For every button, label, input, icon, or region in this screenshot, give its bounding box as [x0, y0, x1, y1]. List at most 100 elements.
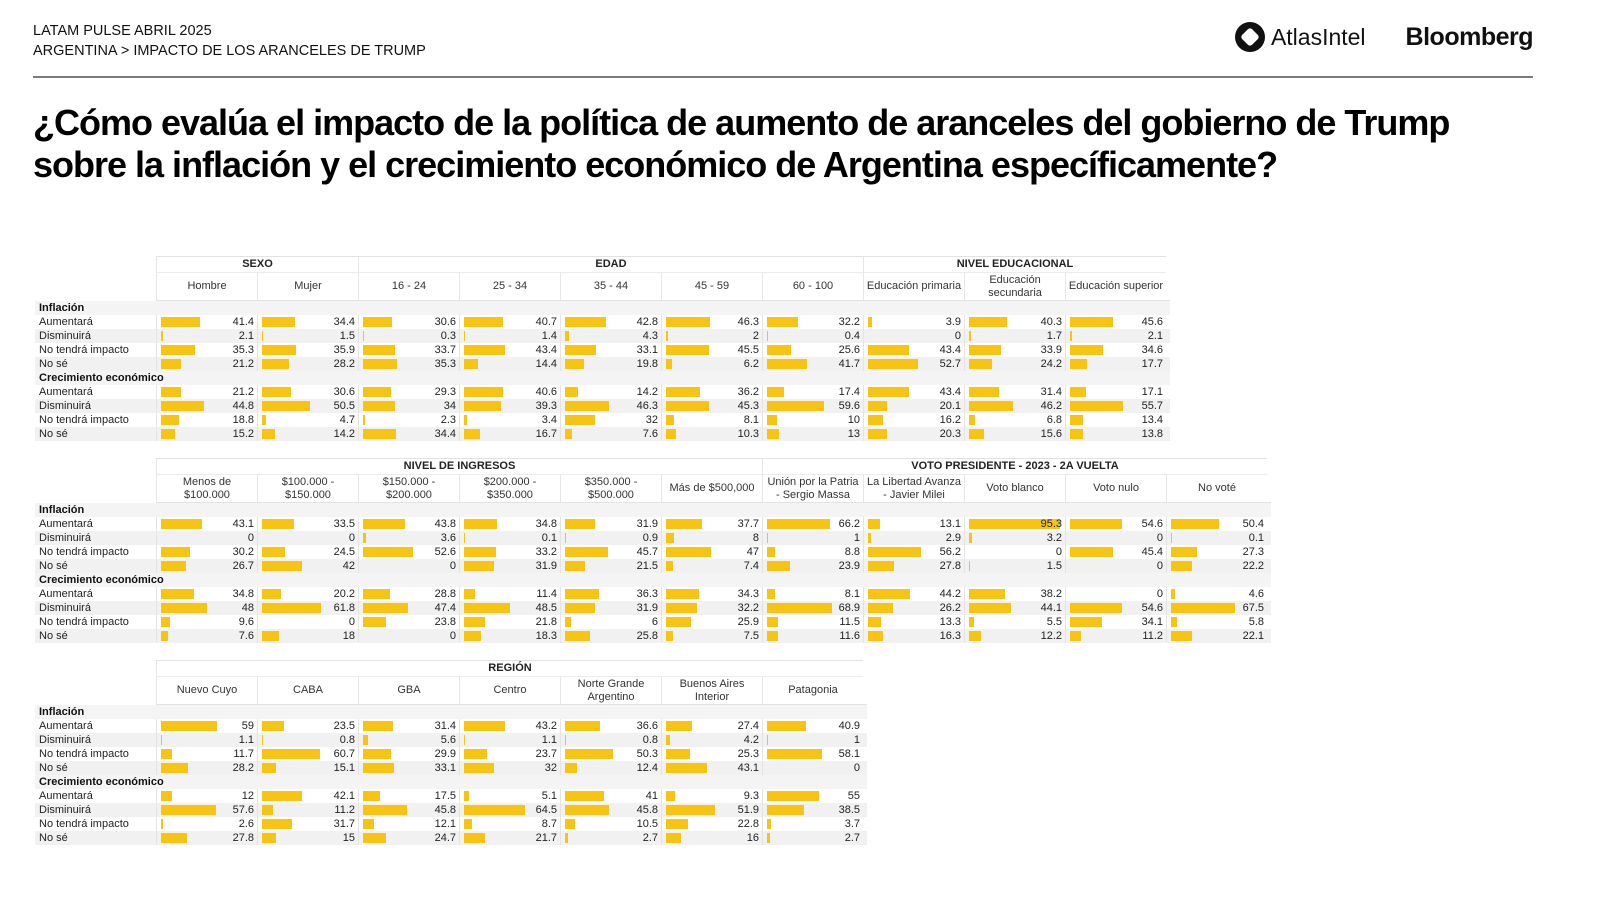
data-cell: 68.9 — [762, 601, 863, 615]
value-label: 29.3 — [434, 386, 456, 398]
data-cell: 50.3 — [560, 747, 661, 761]
value-label: 11.6 — [839, 630, 860, 642]
value-bar — [666, 331, 668, 341]
value-bar — [969, 359, 992, 369]
data-cell: 1.1 — [459, 733, 560, 747]
value-label: 1 — [853, 532, 860, 544]
row-label: No sé — [39, 428, 68, 440]
data-cell: 59.6 — [762, 399, 863, 413]
value-label: 40.9 — [838, 720, 860, 732]
value-bar — [161, 519, 202, 529]
column-header: 45 - 59 — [661, 272, 762, 300]
value-label: 16.7 — [535, 428, 557, 440]
data-cell: 27.8 — [156, 831, 257, 845]
data-cell: 2.3 — [358, 413, 459, 427]
data-cell: 8 — [661, 531, 762, 545]
value-bar — [666, 401, 710, 411]
value-label: 1.7 — [1046, 330, 1062, 342]
column-header-label: Nuevo Cuyo — [176, 684, 238, 696]
value-label: 27.8 — [939, 560, 961, 572]
data-cell: 2.6 — [156, 817, 257, 831]
value-bar — [464, 519, 498, 529]
data-cell: 19.8 — [560, 357, 661, 371]
value-bar — [868, 547, 922, 557]
column-header-label: Patagonia — [788, 684, 838, 696]
value-label: 30.2 — [232, 546, 254, 558]
value-label: 34.6 — [1141, 344, 1163, 356]
value-label: 54.6 — [1141, 518, 1163, 530]
value-label: 33.1 — [434, 762, 456, 774]
data-cell: 34.6 — [1065, 343, 1166, 357]
data-cell: 24.2 — [964, 357, 1065, 371]
data-cell: 33.2 — [459, 545, 560, 559]
value-bar — [262, 735, 263, 745]
value-label: 25.8 — [636, 630, 658, 642]
value-bar — [464, 561, 495, 571]
row-label: Disminuirá — [39, 602, 91, 614]
data-cell: 47 — [661, 545, 762, 559]
column-header-label: Voto blanco — [986, 482, 1044, 494]
row-label: No tendrá impacto — [39, 748, 129, 760]
data-cell: 2.9 — [863, 531, 964, 545]
column-header: Buenos Aires Interior — [661, 676, 762, 704]
value-bar — [565, 805, 609, 815]
value-label: 20.3 — [939, 428, 961, 440]
value-label: 6.8 — [1046, 414, 1062, 426]
data-cell: 45.7 — [560, 545, 661, 559]
column-header: Educación primaria — [863, 272, 964, 300]
value-bar — [666, 359, 672, 369]
data-cell: 6.8 — [964, 413, 1065, 427]
value-bar — [464, 749, 487, 759]
value-label: 16.3 — [939, 630, 961, 642]
data-cell: 32.2 — [762, 315, 863, 329]
data-cell: 55.7 — [1065, 399, 1166, 413]
value-bar — [969, 519, 1060, 529]
data-cell: 16 — [661, 831, 762, 845]
data-cell: 47.4 — [358, 601, 459, 615]
data-cell: 21.8 — [459, 615, 560, 629]
value-bar — [1070, 429, 1084, 439]
value-label: 45.7 — [636, 546, 658, 558]
value-label: 51.9 — [737, 804, 759, 816]
data-cell: 18.8 — [156, 413, 257, 427]
value-label: 13.8 — [1141, 428, 1163, 440]
value-label: 46.2 — [1040, 400, 1062, 412]
section-label: Crecimiento económico — [35, 371, 1170, 385]
data-cell: 0 — [762, 761, 863, 775]
value-bar — [161, 589, 195, 599]
header-divider — [33, 76, 1533, 78]
value-bar — [565, 721, 600, 731]
data-cell: 33.9 — [964, 343, 1065, 357]
value-label: 36.2 — [737, 386, 759, 398]
section-label: Crecimiento económico — [35, 573, 1271, 587]
value-label: 11.4 — [536, 588, 557, 600]
value-label: 40.6 — [535, 386, 557, 398]
column-header: Hombre — [156, 272, 257, 300]
value-bar — [666, 345, 710, 355]
data-cell: 17.1 — [1065, 385, 1166, 399]
data-cell: 15.6 — [964, 427, 1065, 441]
value-bar — [464, 805, 526, 815]
table-row: No sé 26.7 42 0 31.9 21.5 7.4 23.9 27.8 1.5 0 22.2 — [35, 559, 1271, 573]
value-bar — [464, 589, 475, 599]
value-bar — [464, 387, 503, 397]
data-cell: 33.5 — [257, 517, 358, 531]
column-header: GBA — [358, 676, 459, 704]
data-cell: 23.9 — [762, 559, 863, 573]
value-bar — [161, 749, 173, 759]
value-bar — [666, 603, 697, 613]
data-cell: 23.8 — [358, 615, 459, 629]
value-label: 3.7 — [844, 818, 860, 830]
column-header-label: 16 - 24 — [391, 280, 427, 292]
value-label: 8.8 — [844, 546, 860, 558]
data-cell: 22.8 — [661, 817, 762, 831]
value-label: 0.1 — [541, 532, 557, 544]
row-label: Aumentará — [39, 316, 93, 328]
data-cell: 28.2 — [257, 357, 358, 371]
value-label: 46.3 — [636, 400, 658, 412]
value-label: 24.2 — [1040, 358, 1062, 370]
column-header: Norte Grande Argentino — [560, 676, 661, 704]
value-label: 0 — [1055, 546, 1062, 558]
value-bar — [565, 359, 584, 369]
value-bar — [464, 833, 485, 843]
